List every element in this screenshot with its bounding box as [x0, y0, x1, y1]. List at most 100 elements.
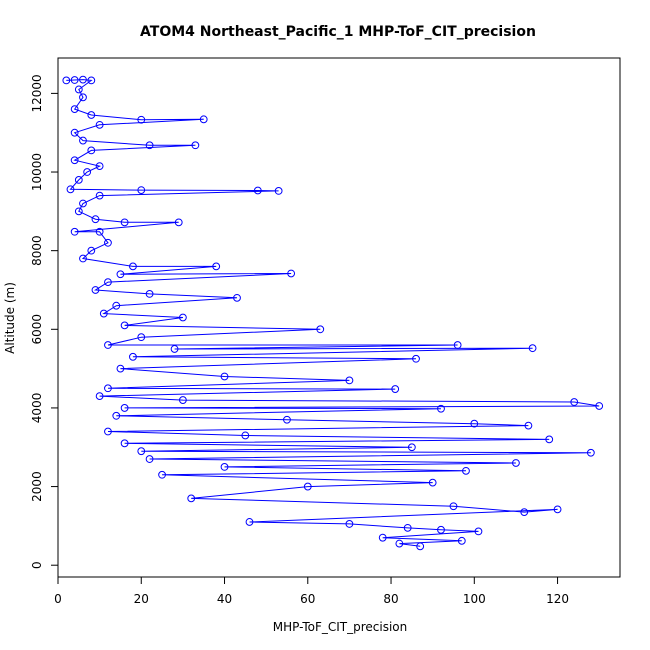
y-tick-label: 8000 — [30, 235, 44, 266]
y-tick-label: 12000 — [30, 74, 44, 112]
plot-frame — [57, 57, 621, 578]
data-point — [245, 518, 254, 526]
data-point — [74, 175, 83, 184]
data-point — [129, 352, 137, 361]
data-point — [120, 218, 129, 227]
data-point — [595, 402, 604, 410]
data-point — [220, 463, 229, 471]
data-point — [79, 75, 87, 84]
data-point — [378, 533, 387, 542]
data-point — [586, 448, 595, 457]
data-point — [116, 270, 125, 279]
x-tick-label: 120 — [546, 592, 569, 606]
data-point — [212, 262, 221, 271]
y-tick-label: 0 — [30, 561, 44, 569]
data-point — [407, 443, 416, 452]
data-point — [316, 325, 325, 334]
chart-title: ATOM4 Northeast_Pacific_1 MHP-ToF_CIT_pr… — [140, 24, 536, 40]
data-point — [241, 431, 250, 440]
data-point — [104, 238, 112, 247]
data-point — [520, 508, 529, 517]
data-series — [62, 75, 604, 551]
data-point — [553, 505, 562, 514]
data-point — [62, 76, 71, 85]
data-point — [145, 455, 154, 463]
data-point — [545, 435, 554, 444]
data-point — [95, 162, 104, 171]
data-point — [104, 278, 112, 287]
data-point — [137, 115, 146, 124]
data-point — [303, 482, 312, 491]
data-point — [403, 523, 412, 532]
data-point — [120, 404, 129, 412]
data-point — [191, 141, 200, 150]
data-point — [174, 218, 183, 227]
data-point — [87, 246, 96, 255]
data-point — [453, 341, 462, 349]
data-point — [95, 227, 104, 236]
data-point — [99, 309, 108, 318]
data-point — [79, 136, 87, 145]
data-point — [70, 128, 79, 137]
data-point — [391, 385, 400, 393]
data-point — [83, 168, 92, 176]
data-point — [437, 404, 445, 413]
data-point — [112, 411, 121, 420]
data-point — [470, 419, 479, 428]
data-point — [87, 111, 96, 119]
data-point — [524, 421, 533, 430]
data-point — [187, 494, 196, 503]
data-point — [79, 254, 87, 263]
data-point — [283, 415, 291, 424]
data-point — [170, 345, 179, 353]
data-point — [120, 439, 129, 448]
data-point — [104, 427, 112, 436]
data-point — [428, 478, 437, 487]
data-point — [233, 293, 241, 302]
x-tick-label: 60 — [300, 592, 315, 606]
data-point — [87, 76, 96, 85]
data-point — [70, 156, 79, 165]
data-point — [137, 186, 146, 195]
x-tick-label: 40 — [217, 592, 232, 606]
data-point — [437, 525, 445, 534]
data-point — [462, 466, 470, 475]
data-point — [395, 539, 404, 548]
x-axis: 0 20 40 60 80 100 120 — [54, 576, 569, 606]
data-point — [79, 93, 87, 102]
x-tick-label: 100 — [463, 592, 486, 606]
data-point — [199, 115, 208, 124]
data-point — [457, 536, 466, 545]
data-point — [512, 459, 520, 467]
data-point — [287, 269, 296, 278]
data-point — [70, 227, 79, 236]
data-point — [91, 286, 100, 294]
data-point — [137, 333, 146, 342]
data-point — [104, 384, 112, 393]
data-point — [129, 262, 137, 271]
x-axis-label: MHP-ToF_CIT_precision — [273, 620, 408, 634]
y-tick-label: 6000 — [30, 314, 44, 345]
data-point — [70, 105, 79, 114]
data-point — [95, 392, 104, 401]
data-point — [474, 527, 483, 536]
y-axis: 0 2000 4000 6000 8000 10000 12000 — [30, 74, 59, 569]
data-point — [345, 376, 354, 385]
data-point — [416, 542, 425, 551]
data-point — [87, 146, 96, 155]
data-point — [345, 520, 354, 528]
data-point — [253, 186, 262, 195]
data-point — [274, 186, 283, 195]
data-point — [178, 313, 187, 322]
x-tick-label: 80 — [383, 592, 398, 606]
data-point — [145, 290, 154, 298]
data-point — [91, 215, 100, 224]
data-point — [74, 207, 83, 216]
data-point — [120, 321, 129, 330]
data-point — [70, 76, 79, 84]
data-point — [95, 120, 104, 129]
data-point — [112, 301, 121, 310]
x-tick-label: 20 — [134, 592, 149, 606]
y-tick-label: 4000 — [30, 393, 44, 424]
